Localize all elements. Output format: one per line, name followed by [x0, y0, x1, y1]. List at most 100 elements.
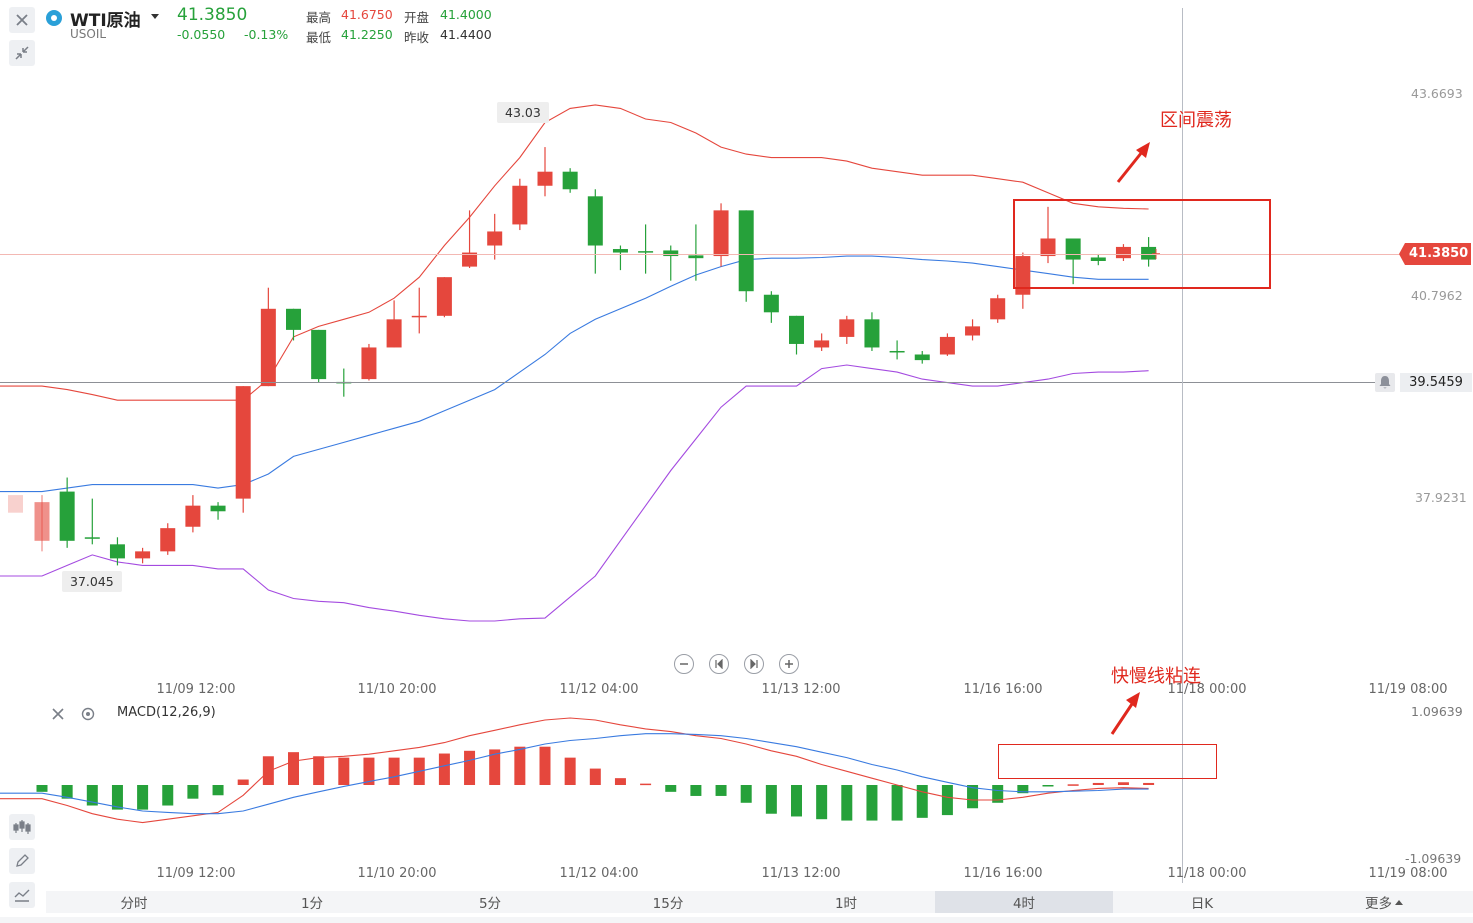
range-annotation-label: 区间震荡	[1160, 110, 1232, 131]
macd-histogram-bar	[464, 750, 476, 785]
converge-annotation-label: 快慢线粘连	[1111, 666, 1201, 687]
candle-body	[210, 505, 226, 512]
macd-histogram-bar	[1092, 782, 1104, 785]
candle-body	[1015, 256, 1031, 295]
macd-histogram-bar	[941, 785, 953, 816]
macd-histogram-bar	[288, 752, 299, 785]
open-label: 开盘	[404, 10, 430, 25]
price-change: -0.0550	[177, 27, 226, 42]
candle-body	[663, 250, 679, 257]
candle-body	[512, 185, 528, 225]
time-tick: 11/12 04:00	[559, 866, 639, 881]
macd-histogram-bar	[313, 756, 325, 785]
candle-body	[763, 294, 779, 313]
time-tick: 11/12 04:00	[559, 682, 639, 697]
candle-style-icon[interactable]	[9, 814, 35, 840]
macd-histogram-bar	[967, 785, 979, 809]
collapse-icon[interactable]	[9, 40, 35, 66]
zoom-in-button[interactable]	[779, 654, 799, 674]
tab-label: 日K	[1190, 896, 1214, 912]
candle-body	[411, 315, 427, 318]
candle-body	[814, 340, 830, 348]
macd-histogram-bar	[992, 785, 1004, 803]
candle-body	[939, 336, 955, 355]
zoom-out-button[interactable]	[674, 654, 694, 674]
symbol-logo-icon	[46, 10, 62, 26]
macd-histogram-bar	[86, 785, 98, 806]
time-tick: 11/09 12:00	[156, 682, 236, 697]
prev-close-value: 41.4400	[440, 27, 492, 42]
macd-histogram-bar	[715, 785, 727, 796]
settings-icon[interactable]	[80, 706, 96, 722]
high-price-marker: 43.03	[497, 102, 549, 123]
macd-histogram-bar	[1042, 785, 1054, 787]
high-label: 最高	[306, 10, 332, 25]
tab-label: 分时	[120, 896, 148, 912]
candle-body	[1040, 238, 1056, 257]
tab-4[interactable]: 1时	[806, 891, 886, 913]
tab-label: 1时	[834, 896, 858, 912]
macd-histogram-bar	[740, 785, 752, 803]
macd-histogram-bar	[363, 757, 375, 785]
candle-body	[109, 544, 125, 559]
time-tick: 11/10 20:00	[357, 866, 437, 881]
candle-body	[1090, 257, 1106, 261]
tab-6[interactable]: 日K	[1162, 891, 1242, 913]
tab-label: 1分	[300, 896, 324, 912]
candle-body	[462, 252, 478, 267]
candle-body	[260, 308, 276, 387]
candle-body	[587, 196, 603, 246]
candle-body	[135, 551, 151, 559]
candle-body	[84, 537, 100, 539]
chevron-down-icon[interactable]	[151, 14, 159, 19]
tab-0[interactable]: 分时	[94, 891, 174, 913]
high-value: 41.6750	[341, 7, 393, 22]
macd-chart[interactable]	[0, 700, 1473, 880]
candle-body	[286, 308, 301, 330]
macd-histogram-bar	[388, 757, 400, 785]
macd-dea-line	[0, 733, 1149, 815]
price-tick: 37.9231	[1415, 490, 1467, 505]
candle-body	[738, 210, 754, 292]
open-value: 41.4000	[440, 7, 492, 22]
macd-histogram-bar	[1143, 782, 1155, 785]
low-value: 41.2250	[341, 27, 393, 42]
timeframe-tab-bar	[46, 891, 1473, 913]
macd-histogram-bar	[665, 785, 677, 792]
macd-histogram-bar	[36, 785, 48, 792]
symbol-name[interactable]: WTI原油	[70, 11, 141, 31]
candle-body	[537, 171, 553, 186]
indicator-icon[interactable]	[9, 882, 35, 908]
candle-body	[965, 326, 981, 336]
close-icon[interactable]	[9, 7, 35, 33]
close-indicator-icon[interactable]	[50, 706, 66, 722]
macd-histogram-bar	[162, 785, 174, 806]
symbol-code: USOIL	[70, 27, 107, 41]
bell-icon[interactable]	[1375, 373, 1395, 392]
candle-body	[361, 347, 377, 380]
candle-body	[487, 231, 503, 246]
pencil-icon[interactable]	[9, 848, 35, 874]
candle-body	[612, 249, 628, 253]
candlestick-chart[interactable]	[0, 0, 1473, 700]
macd-histogram-bar	[891, 785, 903, 821]
macd-bottom-value: -1.09639	[1405, 851, 1462, 866]
crosshair-line	[1182, 8, 1183, 883]
boll-lower-line	[0, 364, 1149, 622]
tab-5[interactable]: 4时	[984, 891, 1064, 913]
tab-7[interactable]: 更多	[1344, 891, 1424, 913]
tab-2[interactable]: 5分	[450, 891, 530, 913]
candle-body	[638, 251, 654, 253]
scroll-start-button[interactable]	[709, 654, 729, 674]
tab-3[interactable]: 15分	[628, 891, 708, 913]
candle-body	[311, 329, 327, 380]
time-tick: 11/10 20:00	[357, 682, 437, 697]
macd-histogram-bar	[690, 785, 702, 796]
candle-body	[8, 495, 23, 513]
macd-histogram-bar	[237, 779, 249, 785]
scroll-end-button[interactable]	[744, 654, 764, 674]
caret-up-icon	[1395, 899, 1403, 905]
price-change-pct: -0.13%	[244, 27, 289, 42]
candle-body	[59, 491, 75, 541]
tab-1[interactable]: 1分	[272, 891, 352, 913]
